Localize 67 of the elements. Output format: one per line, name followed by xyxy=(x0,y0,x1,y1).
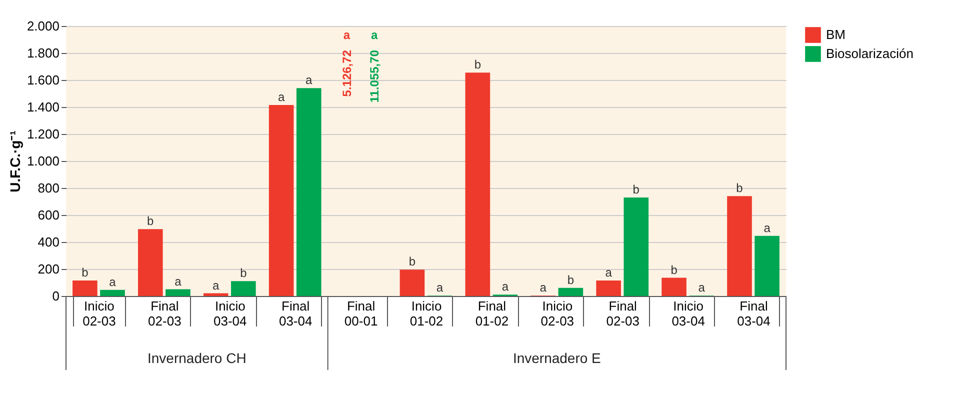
data-label: a xyxy=(698,280,706,295)
bar xyxy=(268,104,294,296)
text: Invernadero E xyxy=(512,350,601,366)
y-tick-label: 1.400 xyxy=(26,100,60,114)
data-label: b xyxy=(82,265,89,280)
data-label: b xyxy=(147,214,154,228)
x-tick-label: Final 00-01 xyxy=(344,298,378,328)
annotation: 5.126,72 xyxy=(340,50,354,97)
bar xyxy=(624,197,649,296)
bar xyxy=(465,72,490,296)
bar xyxy=(400,270,425,296)
data-label: a xyxy=(764,220,771,235)
data-label: a xyxy=(174,274,182,288)
x-tick-label: Final 03-04 xyxy=(278,298,312,328)
x-tick-label: Final 02-03 xyxy=(606,298,640,328)
x-tick-label: Inicio 03-04 xyxy=(214,298,247,328)
x-tick-label: Inicio 02-03 xyxy=(82,298,116,328)
x-tick-label: Inicio 01-02 xyxy=(410,298,444,328)
data-label: a xyxy=(436,280,444,295)
bar xyxy=(100,290,125,296)
annotation: a xyxy=(343,28,350,42)
y-tick-label: 600 xyxy=(38,208,60,222)
bar xyxy=(727,196,752,296)
data-label: b xyxy=(474,58,482,72)
data-label: a xyxy=(212,278,220,292)
data-label: b xyxy=(240,266,248,280)
bar xyxy=(662,278,686,296)
bar xyxy=(231,281,256,296)
data-label: b xyxy=(408,254,416,269)
legend-label: BM xyxy=(826,27,846,42)
x-tick-label: Inicio 03-04 xyxy=(672,298,705,328)
y-tick-label: 2.000 xyxy=(26,18,60,34)
bar xyxy=(754,236,780,296)
annotation: 11.055,70 xyxy=(367,50,382,103)
data-label: a xyxy=(109,274,116,289)
y-axis-title: U.F.C.·g⁻¹ xyxy=(6,130,23,192)
annotation: a xyxy=(370,28,378,42)
y-tick-label: 800 xyxy=(38,180,60,196)
x-tick-label: Inicio 02-03 xyxy=(540,298,574,328)
data-label: a xyxy=(605,265,612,280)
data-label: a xyxy=(540,280,547,295)
bar xyxy=(596,280,621,296)
data-label: a xyxy=(502,280,509,294)
y-tick-label: 1.200 xyxy=(26,126,60,142)
y-tick-label: 1.000 xyxy=(26,154,60,168)
data-label: b xyxy=(670,262,678,277)
data-label: b xyxy=(736,181,744,196)
x-tick-label: Final 01-02 xyxy=(475,298,509,328)
data-label: b xyxy=(567,272,574,287)
y-tick-label: 1.600 xyxy=(26,72,60,88)
bar xyxy=(558,288,584,296)
y-tick-label: 200 xyxy=(38,262,60,276)
x-tick-label: Final 02-03 xyxy=(148,298,182,328)
data-label: a xyxy=(306,73,313,88)
bar xyxy=(166,289,190,296)
legend-label: Biosolarización xyxy=(826,46,914,61)
bar xyxy=(138,229,163,296)
x-tick-label: Final 03-04 xyxy=(737,298,770,328)
bar xyxy=(72,280,98,296)
data-label: b xyxy=(632,182,640,196)
text: Invernadero CH xyxy=(147,350,246,366)
y-tick-label: 400 xyxy=(38,234,60,250)
y-tick-label: 0 xyxy=(52,288,60,304)
bar xyxy=(296,88,322,296)
y-tick-label: 1.800 xyxy=(26,46,60,60)
data-label: a xyxy=(278,90,285,104)
bar xyxy=(203,293,228,296)
